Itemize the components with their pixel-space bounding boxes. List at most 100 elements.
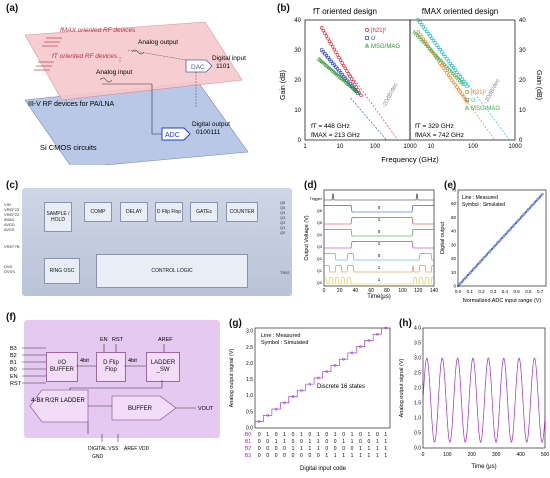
e-point (493, 245, 496, 248)
buffer-shape (111, 395, 177, 421)
panel-b-chart: fT oriented design fMAX oriented design … (280, 7, 542, 164)
block-counter: COUNTER (226, 202, 258, 222)
g-bit-value: 0 (308, 453, 311, 459)
e-xtick: 0.7 (537, 289, 544, 294)
d-xtick: 40 (353, 288, 359, 294)
d-xtick: 20 (337, 288, 343, 294)
chip-pin-left: VREF22 (4, 212, 20, 217)
e-point (538, 195, 541, 198)
e-point (477, 263, 480, 266)
b-point-msg-right (435, 54, 440, 59)
analog-input-label: Analog input (96, 69, 132, 76)
g-bit-value: 1 (342, 453, 345, 459)
legend-h21-right: |h21|² (471, 90, 486, 96)
d-row-label: Q1 (317, 268, 323, 273)
legend-u-right: U (471, 98, 476, 104)
note-g: Discrete 16 states (317, 384, 365, 390)
d-row-label: Q4 (317, 232, 323, 237)
h-ytick: 4.0 (414, 326, 421, 332)
b-point-u-right (460, 77, 464, 81)
panel-h-label: (h) (399, 318, 412, 329)
b-ytick-right: 0 (519, 138, 523, 144)
b-point-msg (330, 68, 335, 73)
g-bit-value: 0 (258, 446, 261, 452)
g-bit-label: B0 (245, 432, 251, 438)
e-point (460, 280, 463, 283)
b-point-msg (344, 80, 349, 85)
g-bit-value: 1 (334, 432, 337, 438)
b-point-msg-right (437, 56, 442, 61)
e-point (464, 276, 467, 279)
b-point-msg (329, 67, 334, 72)
b-point-msg-right (425, 44, 430, 48)
e-point (484, 254, 487, 257)
b-point-h21-right (451, 80, 456, 85)
b-ytick-left: 30 (294, 48, 301, 54)
b-point-h21 (353, 82, 357, 87)
g-bit-value: 1 (376, 446, 379, 452)
g-bit-value: 0 (342, 432, 345, 438)
b-point-u-right (425, 29, 429, 34)
analog-output-wave (131, 49, 145, 55)
g-bit-value: 0 (292, 439, 295, 445)
bus-label-1: 4bit (80, 358, 89, 364)
b-point-u-right (441, 52, 446, 56)
b-point-h21 (359, 93, 363, 98)
g-bit-value: 0 (317, 453, 320, 459)
b-point-h21 (349, 77, 354, 81)
b-point-msg-right (417, 35, 422, 39)
block-delay: DELAY (120, 202, 148, 222)
e-point (501, 237, 504, 240)
e-point (523, 212, 526, 215)
g-bit-value: 0 (275, 446, 278, 452)
g-bit-value: 1 (317, 432, 320, 438)
plot-frame-e (457, 189, 547, 287)
iii-v-label: III-V RF devices for PA/LNA (28, 101, 115, 108)
e-point (533, 201, 536, 204)
panel-a-label: (a) (6, 3, 19, 14)
b-point-h21-right (418, 32, 422, 37)
b-point-msg (328, 66, 333, 71)
aref-top: AREF (158, 337, 173, 343)
ylabel-h: Analog output signal (V) (399, 358, 405, 417)
b-xtick-left: 100 (370, 144, 381, 150)
b-ytick-right: 40 (519, 18, 526, 24)
b-point-h21-right (441, 66, 446, 70)
fmax-device-lines (42, 37, 62, 47)
e-point (536, 198, 539, 201)
right-ft: fT = 329 GHz (415, 123, 454, 130)
e-ytick: 60 (451, 201, 457, 206)
b-point-u-right (446, 59, 451, 63)
b-point-h21-right (456, 87, 461, 92)
g-bit-value: 0 (292, 453, 295, 459)
e-point (517, 219, 520, 222)
g-ytick: 0.0 (246, 426, 253, 432)
e-point (475, 264, 478, 267)
g-bit-value: 0 (334, 446, 337, 452)
plot-frame-h (422, 327, 546, 449)
b-point-msg (347, 83, 352, 87)
b-point-h21 (342, 63, 346, 68)
e-point (527, 208, 530, 211)
b-point-h21-right (445, 71, 449, 75)
b-point-msg-right (447, 67, 452, 72)
g-bit-value: 1 (283, 439, 286, 445)
block-dff: D Flip Flop (155, 202, 183, 222)
d-signal-trace (324, 205, 434, 213)
ylabel-e: Digital output (440, 221, 446, 254)
e-point (498, 239, 501, 242)
b-point-h21-right (448, 75, 452, 80)
b-point-h21 (321, 28, 325, 33)
g-bit-value: 1 (266, 432, 269, 438)
e-point (458, 283, 461, 286)
b-point-h21 (319, 26, 324, 30)
b-point-msg (351, 86, 356, 91)
g-bit-value: 0 (359, 439, 362, 445)
b-point-msg (316, 56, 321, 61)
b-point-u-right (465, 84, 469, 88)
f-pin-label: EN (10, 374, 18, 380)
ft-devices-label: fT oriented RF devices (52, 53, 118, 60)
d-signal-trace (324, 265, 434, 273)
b-point-msg-right (452, 72, 457, 77)
g-bit-value: 1 (384, 439, 387, 445)
